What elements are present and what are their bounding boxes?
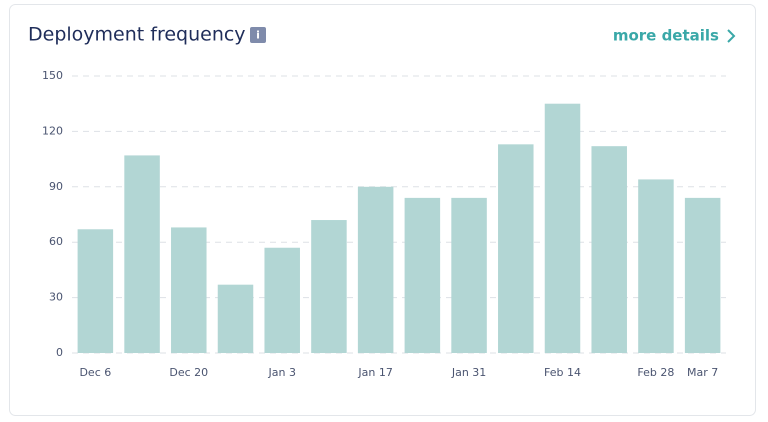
bar — [544, 103, 581, 353]
info-icon[interactable]: i — [256, 29, 260, 42]
y-tick-label: 120 — [42, 124, 63, 137]
y-tick-label: 150 — [42, 69, 63, 82]
x-tick-label: Jan 3 — [267, 366, 295, 379]
x-tick-label: Feb 14 — [544, 366, 581, 379]
x-tick-label: Jan 17 — [357, 366, 392, 379]
bar — [264, 247, 300, 353]
bar — [591, 146, 627, 353]
bar — [357, 186, 394, 353]
more-details-link[interactable]: more details — [613, 27, 719, 45]
bar — [124, 155, 160, 353]
bar — [638, 179, 674, 353]
x-tick-label: Jan 31 — [451, 366, 486, 379]
bar — [77, 229, 114, 353]
y-tick-label: 0 — [56, 346, 63, 359]
bar — [498, 144, 534, 353]
bar — [311, 220, 347, 353]
y-tick-label: 90 — [49, 180, 63, 193]
bar — [684, 197, 721, 353]
x-tick-label: Dec 6 — [79, 366, 111, 379]
chevron-icon[interactable] — [727, 29, 736, 43]
info-icon-bg — [250, 27, 266, 43]
bar — [451, 197, 487, 353]
chart-title: Deployment frequency — [28, 24, 246, 46]
bar — [171, 227, 207, 353]
x-tick-label: Feb 28 — [637, 366, 674, 379]
x-tick-label: Dec 20 — [169, 366, 208, 379]
x-tick-label: Mar 7 — [687, 366, 718, 379]
y-tick-label: 30 — [49, 291, 63, 304]
bar — [217, 284, 254, 353]
y-tick-label: 60 — [49, 235, 63, 248]
bar — [404, 197, 441, 353]
